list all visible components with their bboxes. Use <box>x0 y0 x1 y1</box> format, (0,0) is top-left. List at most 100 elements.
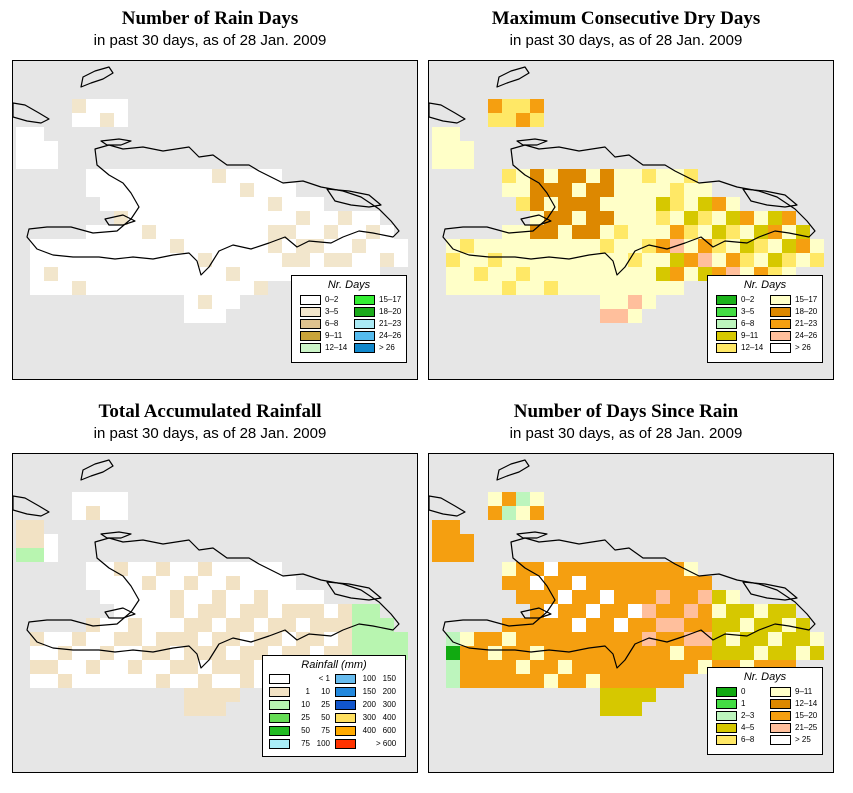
grid-cell <box>726 618 740 632</box>
panel-title: Number of Days Since Rain <box>513 401 739 422</box>
grid-cell <box>628 197 642 211</box>
grid-cell <box>296 590 310 604</box>
grid-cell <box>184 211 198 225</box>
legend-swatch <box>716 318 737 329</box>
grid-cell <box>530 239 544 253</box>
grid-cell <box>366 632 380 646</box>
grid-cell <box>600 674 614 688</box>
grid-cell <box>572 604 586 618</box>
grid-cell <box>754 604 768 618</box>
grid-cell <box>72 113 86 127</box>
grid-cell <box>446 281 460 295</box>
grid-cell <box>142 225 156 239</box>
grid-cell <box>446 674 460 688</box>
grid-cell <box>586 197 600 211</box>
grid-cell <box>530 646 544 660</box>
grid-cell <box>474 632 488 646</box>
grid-cell <box>684 197 698 211</box>
grid-cell <box>86 267 100 281</box>
grid-cell <box>156 660 170 674</box>
grid-cell <box>72 99 86 113</box>
grid-cell <box>502 506 516 520</box>
grid-cell <box>212 674 226 688</box>
grid-cell <box>394 253 408 267</box>
grid-cell <box>558 197 572 211</box>
grid-cell <box>184 604 198 618</box>
grid-cell <box>544 562 558 576</box>
grid-cell <box>128 225 142 239</box>
grid-cell <box>810 253 824 267</box>
grid-cell <box>684 590 698 604</box>
grid-cell <box>600 309 614 323</box>
grid-cell <box>712 646 726 660</box>
grid-cell <box>310 211 324 225</box>
grid-cell <box>726 211 740 225</box>
grid-cell <box>642 183 656 197</box>
grid-cell <box>698 253 712 267</box>
grid-cell <box>656 660 670 674</box>
grid-cell <box>86 674 100 688</box>
grid-cell <box>338 632 352 646</box>
legend-swatch <box>269 686 290 697</box>
grid-cell <box>86 576 100 590</box>
grid-cell <box>530 492 544 506</box>
legend-label: 12–14 <box>795 699 818 708</box>
grid-cell <box>226 576 240 590</box>
legend-swatch <box>770 318 791 329</box>
grid-cell <box>516 267 530 281</box>
grid-cell <box>446 534 460 548</box>
grid-cell <box>114 576 128 590</box>
grid-cell <box>656 225 670 239</box>
grid-cell <box>600 604 614 618</box>
grid-cell <box>502 253 516 267</box>
grid-cell <box>114 646 128 660</box>
grid-cell <box>698 576 712 590</box>
coastline <box>429 459 816 669</box>
grid-cell <box>268 197 282 211</box>
grid-cell <box>254 169 268 183</box>
grid-cell <box>516 660 530 674</box>
grid-cell <box>558 239 572 253</box>
grid-cell <box>226 169 240 183</box>
grid-cell <box>240 646 254 660</box>
grid-cell <box>100 197 114 211</box>
grid-cell <box>628 183 642 197</box>
coastline-path <box>429 102 466 124</box>
grid-cell <box>380 239 394 253</box>
legend-entry: > 26 <box>770 342 811 353</box>
grid-cell <box>240 253 254 267</box>
grid-cell <box>212 618 226 632</box>
legend-swatch <box>770 294 791 305</box>
grid-cell <box>86 169 100 183</box>
grid-cell <box>310 197 324 211</box>
grid-cell <box>684 576 698 590</box>
grid-cell <box>30 520 44 534</box>
grid-cell <box>142 604 156 618</box>
grid-cell <box>572 183 586 197</box>
legend-label: 0 <box>741 687 746 696</box>
grid-cell <box>642 253 656 267</box>
panel-subtitle: in past 30 days, as of 28 Jan. 2009 <box>509 32 743 49</box>
grid-cell <box>712 604 726 618</box>
legend-label: 21–23 <box>379 319 402 328</box>
grid-cell <box>184 590 198 604</box>
grid-cell <box>474 674 488 688</box>
grid-cell <box>754 211 768 225</box>
legend-label: 0–2 <box>325 295 339 304</box>
coastline <box>13 459 400 669</box>
grid-cell <box>544 674 558 688</box>
legend-label: 18–20 <box>795 307 818 316</box>
grid-cell <box>530 225 544 239</box>
grid-cell <box>142 618 156 632</box>
legend-entry: 21–23 <box>354 318 401 329</box>
legend-label-low: 100 <box>362 674 376 683</box>
grid-cell <box>30 548 44 562</box>
grid-cell <box>86 562 100 576</box>
grid-cell <box>488 506 502 520</box>
legend-swatch <box>335 686 356 697</box>
grid-cell <box>670 618 684 632</box>
legend-swatch <box>770 342 791 353</box>
grid-cell <box>184 576 198 590</box>
grid-cell <box>502 239 516 253</box>
grid-cell <box>502 267 516 281</box>
